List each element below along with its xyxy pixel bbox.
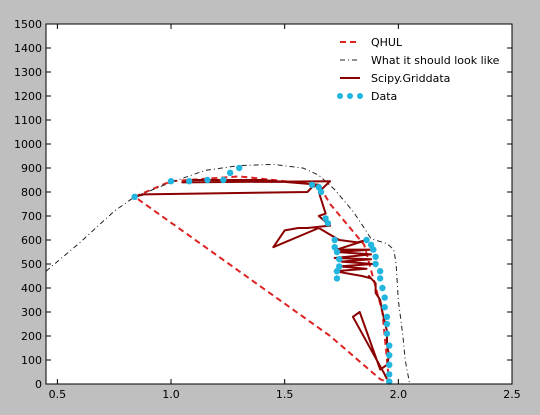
data-point — [186, 178, 193, 185]
data-point — [331, 244, 338, 251]
data-point — [383, 313, 391, 320]
legend-item-what-it-should-look-like: What it should look like — [340, 54, 500, 67]
series-layer — [45, 163, 411, 385]
ticks-layer: 0.5 1.0 1.5 2.0 2.5 0 100 200 300 400 500 600 700 800… — [14, 18, 521, 401]
x-tick-label: 2.5 — [503, 388, 521, 401]
data-point — [383, 330, 391, 337]
y-tick-label: 700 — [21, 210, 42, 223]
legend-label: QHUL — [371, 36, 403, 49]
data-point — [376, 268, 384, 275]
legend: QHUL What it should look like Scipy.Gridda… — [337, 36, 500, 103]
data-point — [381, 304, 388, 311]
legend-item-scipy-griddata: Scipy.Griddata — [340, 72, 450, 85]
y-tick-label: 300 — [21, 306, 42, 319]
y-tick-label: 100 — [21, 354, 42, 367]
legend-marker — [337, 93, 343, 99]
data-point — [376, 275, 384, 282]
data-point — [333, 268, 341, 275]
data-point — [324, 220, 332, 227]
legend-marker — [347, 93, 353, 99]
data-point — [131, 193, 138, 200]
plot-area — [46, 24, 512, 384]
data-point — [386, 361, 393, 368]
legend-marker — [357, 93, 363, 99]
y-tick-label: 900 — [21, 162, 42, 175]
y-tick-label: 200 — [21, 330, 42, 343]
data-point — [315, 184, 322, 191]
y-tick-label: 400 — [21, 282, 42, 295]
y-tick-label: 1400 — [14, 42, 42, 55]
data-point — [386, 342, 393, 349]
data-markers — [131, 164, 393, 385]
legend-item-data: Data — [337, 90, 397, 103]
x-tick-label: 2.0 — [390, 388, 408, 401]
x-tick-label: 0.5 — [49, 388, 67, 401]
legend-label: What it should look like — [371, 54, 500, 67]
data-point — [372, 253, 379, 260]
data-point — [333, 275, 341, 282]
x-tick-label: 1.5 — [276, 388, 294, 401]
data-point — [367, 241, 375, 248]
data-point — [331, 236, 338, 244]
y-tick-label: 0 — [35, 378, 42, 391]
legend-label: Scipy.Griddata — [371, 72, 450, 85]
data-point — [383, 320, 391, 328]
data-point — [379, 284, 386, 292]
legend-item-qhul: QHUL — [340, 36, 403, 49]
data-point — [226, 169, 234, 176]
data-point — [204, 176, 211, 184]
data-point — [333, 248, 341, 256]
data-point — [220, 176, 227, 184]
data-point — [236, 164, 243, 172]
data-point — [336, 256, 343, 263]
y-tick-label: 800 — [21, 186, 42, 199]
data-point — [386, 378, 393, 385]
y-tick-label: 1500 — [14, 18, 42, 31]
y-tick-label: 1300 — [14, 66, 42, 79]
data-point — [317, 188, 325, 196]
plot-frame — [45, 23, 513, 385]
data-point — [381, 294, 388, 301]
y-tick-label: 1200 — [14, 90, 42, 103]
what-it-should-look-like-line — [45, 163, 411, 385]
legend-label: Data — [371, 90, 397, 103]
data-point — [363, 236, 370, 244]
data-point — [370, 246, 377, 253]
y-tick-label: 1000 — [14, 138, 42, 151]
qhul-line — [134, 175, 391, 384]
y-tick-label: 500 — [21, 258, 42, 271]
y-tick-label: 1100 — [14, 114, 42, 127]
y-tick-label: 600 — [21, 234, 42, 247]
data-point — [322, 215, 329, 222]
data-point — [336, 263, 343, 270]
data-point — [167, 178, 175, 185]
data-point — [386, 371, 393, 378]
data-point — [372, 260, 379, 268]
data-point — [308, 181, 316, 188]
x-tick-label: 1.0 — [162, 388, 180, 401]
data-point — [386, 352, 393, 359]
